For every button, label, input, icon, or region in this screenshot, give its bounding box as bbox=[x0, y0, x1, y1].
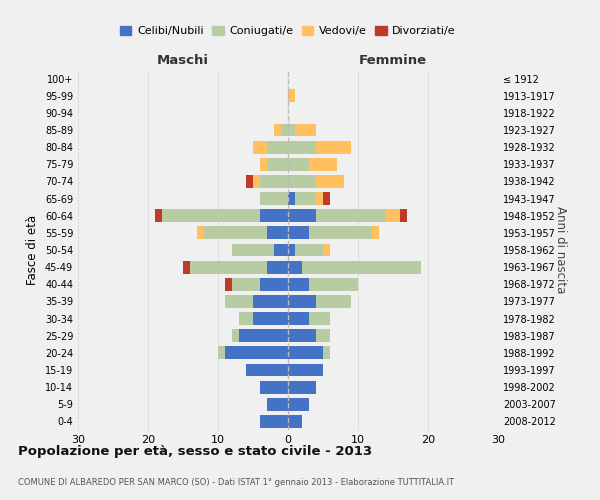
Bar bbox=[274, 244, 288, 256]
Bar bbox=[288, 192, 295, 205]
Bar bbox=[302, 260, 421, 274]
Bar bbox=[225, 295, 253, 308]
Bar bbox=[316, 192, 323, 205]
Bar bbox=[288, 140, 316, 153]
Bar bbox=[162, 210, 260, 222]
Bar bbox=[323, 346, 330, 360]
Bar bbox=[288, 158, 309, 170]
Bar bbox=[316, 140, 351, 153]
Bar bbox=[288, 312, 309, 325]
Bar bbox=[274, 124, 281, 136]
Bar bbox=[288, 260, 302, 274]
Bar bbox=[281, 124, 288, 136]
Bar bbox=[260, 158, 267, 170]
Bar bbox=[295, 192, 316, 205]
Text: Popolazione per età, sesso e stato civile - 2013: Popolazione per età, sesso e stato civil… bbox=[18, 445, 372, 458]
Y-axis label: Anni di nascita: Anni di nascita bbox=[554, 206, 567, 294]
Bar bbox=[246, 175, 253, 188]
Bar bbox=[288, 210, 316, 222]
Bar bbox=[288, 380, 316, 394]
Bar bbox=[288, 244, 295, 256]
Bar bbox=[267, 140, 288, 153]
Bar bbox=[239, 330, 288, 342]
Bar bbox=[253, 140, 267, 153]
Bar bbox=[309, 226, 372, 239]
Bar bbox=[253, 175, 260, 188]
Bar bbox=[260, 380, 288, 394]
Bar bbox=[316, 175, 344, 188]
Bar bbox=[288, 278, 309, 290]
Bar bbox=[225, 346, 288, 360]
Bar bbox=[246, 364, 288, 376]
Text: Maschi: Maschi bbox=[157, 54, 209, 66]
Bar bbox=[288, 346, 323, 360]
Bar bbox=[267, 158, 288, 170]
Bar bbox=[190, 260, 267, 274]
Bar bbox=[232, 330, 239, 342]
Bar bbox=[288, 124, 295, 136]
Bar bbox=[204, 226, 267, 239]
Bar bbox=[323, 192, 330, 205]
Text: COMUNE DI ALBAREDO PER SAN MARCO (SO) - Dati ISTAT 1° gennaio 2013 - Elaborazion: COMUNE DI ALBAREDO PER SAN MARCO (SO) - … bbox=[18, 478, 454, 487]
Bar bbox=[386, 210, 400, 222]
Bar bbox=[309, 312, 330, 325]
Bar bbox=[239, 312, 253, 325]
Bar bbox=[309, 158, 337, 170]
Bar bbox=[316, 210, 386, 222]
Bar bbox=[295, 244, 323, 256]
Bar bbox=[260, 175, 288, 188]
Bar bbox=[309, 278, 358, 290]
Y-axis label: Fasce di età: Fasce di età bbox=[26, 215, 39, 285]
Bar bbox=[288, 175, 316, 188]
Bar bbox=[197, 226, 204, 239]
Bar bbox=[288, 364, 323, 376]
Bar bbox=[288, 398, 309, 410]
Bar bbox=[253, 295, 288, 308]
Bar bbox=[288, 415, 302, 428]
Bar bbox=[253, 312, 288, 325]
Bar bbox=[232, 278, 260, 290]
Bar bbox=[372, 226, 379, 239]
Bar bbox=[316, 330, 330, 342]
Bar bbox=[183, 260, 190, 274]
Legend: Celibi/Nubili, Coniugati/e, Vedovi/e, Divorziati/e: Celibi/Nubili, Coniugati/e, Vedovi/e, Di… bbox=[116, 22, 460, 41]
Bar bbox=[288, 295, 316, 308]
Bar bbox=[218, 346, 225, 360]
Bar bbox=[323, 244, 330, 256]
Text: Femmine: Femmine bbox=[359, 54, 427, 66]
Bar bbox=[232, 244, 274, 256]
Bar bbox=[288, 90, 295, 102]
Bar bbox=[260, 210, 288, 222]
Bar bbox=[267, 260, 288, 274]
Bar bbox=[260, 278, 288, 290]
Bar bbox=[267, 226, 288, 239]
Bar bbox=[225, 278, 232, 290]
Bar bbox=[316, 295, 351, 308]
Bar bbox=[260, 192, 288, 205]
Bar bbox=[260, 415, 288, 428]
Bar bbox=[288, 330, 316, 342]
Bar bbox=[400, 210, 407, 222]
Bar bbox=[267, 398, 288, 410]
Bar bbox=[288, 226, 309, 239]
Bar bbox=[155, 210, 162, 222]
Bar bbox=[295, 124, 316, 136]
